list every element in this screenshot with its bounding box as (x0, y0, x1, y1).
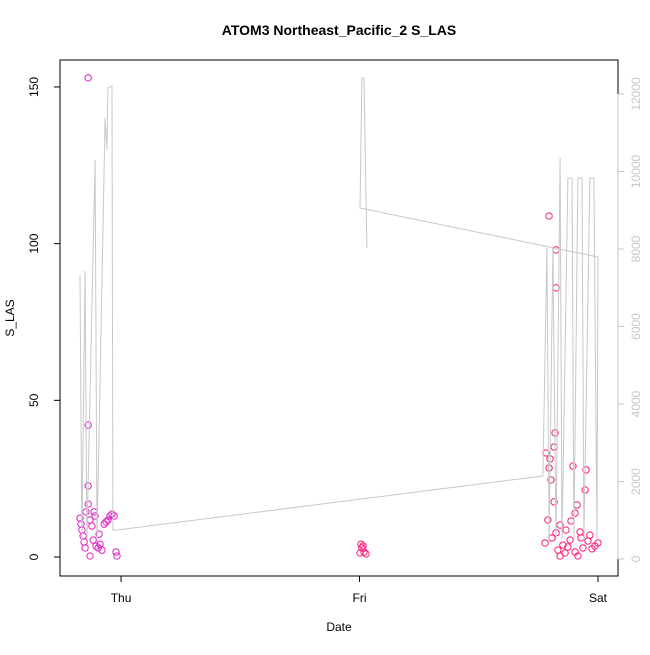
point (358, 544, 366, 552)
point (86, 552, 94, 560)
point (100, 520, 108, 528)
y-tick-label: 0 (27, 553, 41, 560)
y2-tick-label: 0 (629, 555, 643, 562)
x-axis-label: Date (326, 620, 352, 634)
y-tick-label: 50 (27, 393, 41, 407)
point (566, 536, 574, 544)
point (84, 74, 92, 82)
point (91, 512, 99, 520)
y-tick-label: 100 (27, 233, 41, 253)
y2-tick-label: 8000 (629, 235, 643, 262)
point (89, 536, 97, 544)
point (579, 544, 587, 552)
point (584, 537, 592, 545)
point (571, 509, 579, 517)
point (594, 539, 602, 547)
point (556, 552, 564, 560)
point (82, 508, 90, 516)
point (569, 462, 577, 470)
point (95, 530, 103, 538)
point (81, 544, 89, 552)
y-tick-label: 150 (27, 77, 41, 97)
point (94, 544, 102, 552)
point (547, 476, 555, 484)
point (112, 548, 120, 556)
y2-tick-label: 12000 (629, 77, 643, 111)
y2-tick-label: 6000 (629, 313, 643, 340)
y2-tick-label: 2000 (629, 468, 643, 495)
point (110, 512, 118, 520)
point (544, 516, 552, 524)
point (362, 550, 370, 558)
y2-tick-label: 10000 (629, 154, 643, 188)
line (79, 77, 599, 541)
chart-title: ATOM3 Northeast_Pacific_2 S_LAS (222, 22, 456, 38)
point (113, 552, 121, 560)
point (357, 540, 365, 548)
point (550, 498, 558, 506)
point (102, 518, 110, 526)
point (108, 510, 116, 518)
x-tick-label: Sat (589, 591, 608, 605)
point (559, 541, 567, 549)
point (556, 521, 564, 529)
point (574, 552, 582, 560)
point (360, 548, 368, 556)
point (582, 466, 590, 474)
y-axis-label: S_LAS (3, 299, 17, 336)
point (545, 212, 553, 220)
x-tick-label: Fri (353, 591, 367, 605)
point (541, 539, 549, 547)
point (542, 449, 550, 457)
point (545, 464, 553, 472)
y2-tick-label: 4000 (629, 390, 643, 417)
point (588, 545, 596, 553)
point (84, 421, 92, 429)
point (104, 516, 112, 524)
point (92, 542, 100, 550)
x-tick-label: Thu (111, 591, 132, 605)
point (564, 543, 572, 551)
point (88, 522, 96, 530)
point (98, 546, 106, 554)
point (562, 526, 570, 534)
